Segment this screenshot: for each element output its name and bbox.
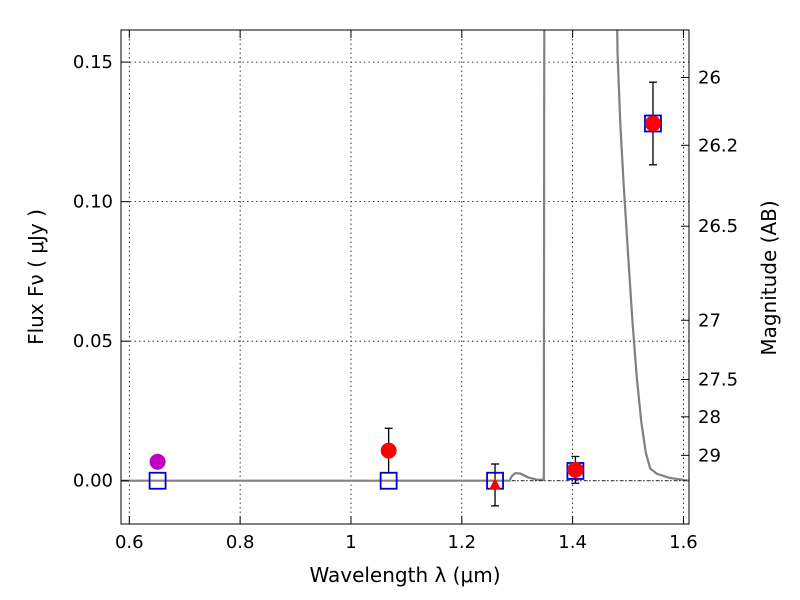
observed-flux-point (380, 442, 397, 459)
observed-flux-point (644, 115, 661, 132)
plot-frame (120, 29, 690, 525)
x-tick-label: 1 (345, 532, 356, 553)
model-photometry-square (379, 471, 398, 490)
x-tick-label: 0.6 (115, 532, 144, 553)
y-tick-label: 0.15 (73, 52, 113, 73)
y2-tick-label: 29 (698, 445, 721, 466)
observed-flux-point (567, 461, 584, 478)
tick-layer: 0.6 0.8 1 1.2 1.4 1.6 0.00 0.05 0.10 0.15 26 26.2 26… (73, 30, 738, 553)
y2-tick-label: 28 (698, 407, 721, 428)
model-spectrum-line (121, 30, 689, 482)
x-tick-label: 0.8 (226, 532, 255, 553)
y2-tick-label: 26 (698, 67, 721, 88)
upper-limit-marker (489, 477, 501, 490)
y-tick-label: 0.10 (73, 192, 113, 213)
x-tick-label: 1.6 (669, 532, 698, 553)
y2-tick-label: 26.2 (698, 135, 738, 156)
observed-flux-point (149, 453, 166, 470)
x-tick-label: 1.2 (447, 532, 476, 553)
y2-tick-label: 27.5 (698, 369, 738, 390)
y-axis-title: Flux Fν ( μJy ) (24, 209, 48, 345)
y2-axis-title: Magnitude (AB) (757, 200, 781, 355)
data-layer (121, 30, 689, 507)
y-tick-label: 0.05 (73, 331, 113, 352)
y2-tick-label: 27 (698, 310, 721, 331)
x-tick-label: 1.4 (558, 532, 587, 553)
x-axis-title: Wavelength λ (μm) (309, 563, 500, 587)
y2-tick-label: 26.5 (698, 216, 738, 237)
model-photometry-square (148, 471, 167, 490)
y-tick-label: 0.00 (73, 471, 113, 492)
